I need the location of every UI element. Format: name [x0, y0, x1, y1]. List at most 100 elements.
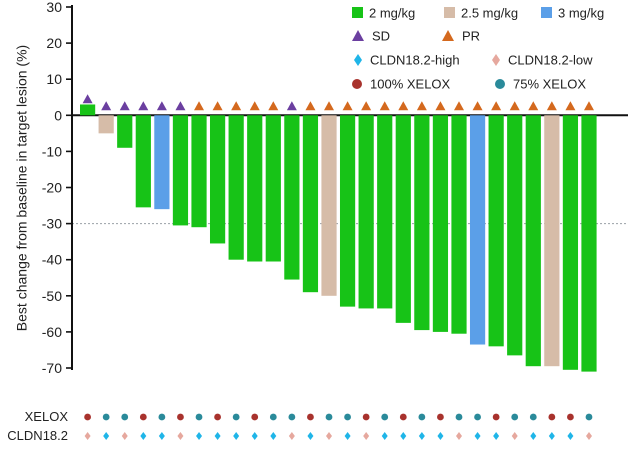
bar	[228, 115, 244, 260]
legend-label: 3 mg/kg	[558, 6, 604, 21]
xelox-dot	[437, 413, 444, 421]
bar	[247, 115, 263, 262]
y-tick-label: -70	[42, 360, 62, 376]
xelox-dot	[418, 413, 426, 421]
cldn-diamond	[344, 432, 351, 440]
response-marker-pr	[454, 101, 464, 111]
legend-label: 2 mg/kg	[369, 6, 415, 21]
xelox-dot	[251, 413, 259, 421]
y-tick-label: -20	[42, 180, 62, 196]
y-tick-label: 10	[46, 71, 62, 87]
xelox-dot	[511, 413, 519, 421]
xelox-dot	[158, 413, 166, 421]
bar	[414, 115, 430, 331]
response-marker-pr	[546, 101, 557, 111]
y-tick-label: -30	[42, 216, 62, 232]
y-tick-label: 20	[46, 35, 62, 51]
response-marker-pr	[379, 101, 390, 111]
bar	[488, 115, 504, 347]
legend-label: CLDN18.2-low	[508, 53, 593, 68]
response-marker-pr	[361, 101, 372, 111]
legend: 2 mg/kg 2.5 mg/kg 3 mg/kg SD PRCLDN18.2-high…	[352, 6, 604, 92]
legend-label: PR	[462, 29, 480, 44]
bar	[339, 115, 356, 307]
bar	[191, 115, 207, 228]
response-marker-pr	[398, 101, 409, 111]
bar	[507, 115, 523, 356]
legend-diamond	[492, 54, 500, 66]
y-tick-label: 30	[46, 0, 62, 15]
xelox-dot	[195, 413, 203, 421]
legend-label: 100% XELOX	[370, 77, 451, 92]
response-marker-pr	[528, 101, 539, 111]
xelox-row-label: XELOX	[25, 409, 69, 424]
legend-label: CLDN18.2-high	[370, 53, 460, 68]
response-marker-sd	[175, 101, 186, 111]
legend-circle	[352, 79, 362, 89]
xelox-dot	[177, 413, 184, 421]
xelox-dot	[492, 413, 500, 421]
legend-swatch	[352, 7, 363, 18]
bar	[284, 115, 300, 280]
legend-label: 2.5 mg/kg	[461, 6, 518, 21]
bar	[172, 115, 189, 226]
xelox-dot	[529, 413, 537, 421]
xelox-dot	[121, 413, 129, 421]
response-marker-pr	[472, 101, 483, 111]
response-marker-pr	[583, 101, 594, 111]
bar	[469, 115, 486, 345]
cldn-diamond	[511, 432, 518, 440]
xelox-dot	[474, 413, 481, 421]
legend-label: 75% XELOX	[513, 77, 586, 92]
xelox-dot	[139, 413, 147, 421]
response-marker-sd	[119, 101, 130, 111]
xelox-dot	[84, 413, 91, 421]
bar	[377, 115, 393, 309]
bar	[432, 115, 449, 332]
xelox-dot	[381, 413, 389, 421]
response-marker-sd	[101, 101, 112, 111]
cldn-diamond	[437, 432, 444, 440]
bar	[395, 115, 411, 323]
response-marker-pr	[342, 101, 353, 111]
response-marker-pr	[435, 101, 446, 111]
bar	[525, 115, 541, 367]
legend-circle	[495, 79, 505, 89]
y-tick-label: -50	[42, 288, 62, 304]
bar	[451, 115, 467, 334]
xelox-dot	[548, 413, 556, 421]
cldn-diamond	[400, 432, 407, 440]
cldn-diamond	[121, 432, 128, 440]
xelox-dot	[232, 413, 240, 421]
cldn-diamond	[530, 432, 537, 440]
cldn-diamond	[493, 432, 500, 440]
xelox-dot	[102, 413, 110, 421]
xelox-dot	[269, 413, 277, 421]
xelox-dot	[399, 413, 407, 421]
bar	[154, 115, 170, 210]
legend-label: SD	[372, 29, 390, 44]
bar	[321, 115, 337, 296]
response-marker-pr	[212, 101, 223, 111]
response-marker-pr	[231, 101, 242, 111]
response-marker-pr	[268, 101, 279, 111]
cldn-diamond	[418, 432, 425, 440]
bar	[544, 115, 560, 367]
response-marker-pr	[491, 101, 502, 111]
annotation-rows	[84, 413, 593, 440]
xelox-dot	[214, 413, 221, 421]
cldn-diamond	[103, 432, 110, 440]
response-marker-sd	[286, 101, 297, 111]
legend-swatch	[541, 7, 552, 18]
bar	[117, 115, 133, 148]
bars	[80, 104, 597, 372]
legend-triangle	[442, 30, 454, 41]
cldn-diamond	[456, 432, 462, 440]
legend-triangle	[352, 30, 364, 41]
response-marker-pr	[324, 101, 335, 111]
response-marker-sd	[138, 101, 149, 111]
cldn-diamond	[474, 432, 481, 440]
xelox-dot	[362, 413, 370, 421]
